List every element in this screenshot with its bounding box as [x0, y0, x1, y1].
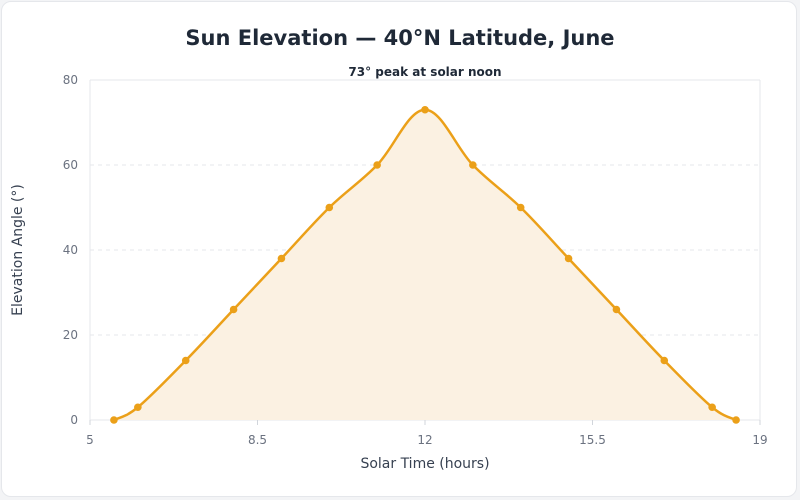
data-point [134, 403, 142, 412]
data-points [110, 105, 740, 424]
y-tick-label: 20 [63, 328, 78, 342]
y-tick-label: 40 [63, 243, 78, 257]
data-point [660, 356, 669, 365]
data-point [708, 403, 716, 412]
data-point [732, 416, 740, 424]
x-tick-label: 8.5 [248, 433, 267, 447]
data-point [469, 161, 477, 169]
data-point [325, 203, 334, 212]
data-point [110, 416, 118, 424]
data-point [612, 305, 621, 314]
x-tick-label: 5 [86, 433, 94, 447]
y-tick-label: 0 [70, 413, 78, 427]
data-point [229, 305, 238, 314]
x-tick-label: 19 [752, 433, 767, 447]
axis-ticks: 0 20 40 60 80 5 8.5 12 15.5 19 [63, 73, 768, 447]
x-axis-label: Solar Time (hours) [360, 456, 489, 472]
data-point [564, 254, 573, 263]
y-tick-label: 80 [63, 73, 78, 87]
data-point [421, 105, 429, 114]
series-area [113, 109, 737, 420]
data-point [277, 254, 286, 263]
data-point [373, 161, 381, 169]
chart-title: Sun Elevation — 40°N Latitude, June [185, 26, 615, 50]
data-point [516, 203, 525, 212]
x-tick-label: 12 [417, 433, 432, 447]
peak-annotation: 73° peak at solar noon [348, 65, 501, 79]
y-tick-label: 60 [63, 158, 78, 172]
y-axis-label: Elevation Angle (°) [10, 184, 26, 316]
data-point [181, 356, 190, 365]
x-tick-label: 15.5 [579, 433, 606, 447]
